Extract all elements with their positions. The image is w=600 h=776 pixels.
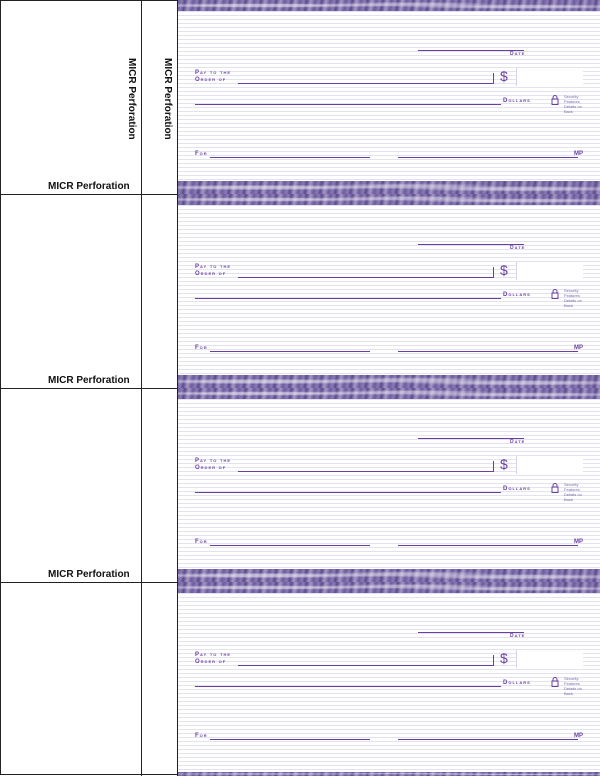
check-bottom-band (178, 772, 600, 776)
pay-to-label: Pay to the (195, 70, 232, 76)
mp-label: MP (574, 539, 583, 545)
dollar-sign: $ (500, 650, 508, 666)
payee-line-end (493, 461, 494, 472)
mp-label: MP (574, 733, 583, 739)
order-of-label: Order of (195, 271, 227, 277)
lock-icon (551, 483, 559, 493)
dollar-sign: $ (500, 456, 508, 472)
signature-line[interactable] (398, 739, 578, 740)
amount-words-line[interactable] (195, 686, 501, 687)
memo-line[interactable] (210, 739, 370, 740)
for-label: For (195, 151, 208, 157)
signature-line[interactable] (398, 545, 578, 546)
check-2: Date Pay to the Order of $ Dollars Secur… (178, 194, 600, 388)
check-4: Date Pay to the Order of $ Dollars Secur… (178, 582, 600, 776)
payee-line-end (493, 267, 494, 278)
date-label: Date (510, 439, 526, 445)
amount-words-line[interactable] (195, 298, 501, 299)
memo-line[interactable] (210, 351, 370, 352)
payee-line[interactable] (238, 471, 493, 472)
dollar-sign: $ (500, 262, 508, 278)
check-1: Date Pay to the Order of $ Dollars Secur… (178, 0, 600, 194)
date-line[interactable] (418, 244, 524, 245)
amount-words-line[interactable] (195, 492, 501, 493)
lock-icon (551, 95, 559, 105)
for-label: For (195, 539, 208, 545)
perforation-label-3: MICR Perforation (48, 569, 130, 580)
order-of-label: Order of (195, 465, 227, 471)
amount-words-line[interactable] (195, 104, 501, 105)
payee-line[interactable] (238, 277, 493, 278)
perforation-label-1: MICR Perforation (48, 181, 130, 192)
payee-line-end (493, 655, 494, 666)
amount-box[interactable] (516, 650, 583, 668)
check-top-band (178, 582, 600, 593)
amount-box[interactable] (516, 456, 583, 474)
mp-label: MP (574, 345, 583, 351)
security-features-note: Security Features Details on Back (564, 288, 582, 308)
order-of-label: Order of (195, 659, 227, 665)
date-label: Date (510, 245, 526, 251)
for-label: For (195, 733, 208, 739)
perforation-line-1 (0, 194, 178, 195)
security-features-note: Security Features Details on Back (564, 94, 582, 114)
check-bottom-band (178, 181, 600, 194)
for-label: For (195, 345, 208, 351)
dollar-sign: $ (500, 68, 508, 84)
security-features-note: Security Features Details on Back (564, 482, 582, 502)
order-of-label: Order of (195, 77, 227, 83)
check-3: Date Pay to the Order of $ Dollars Secur… (178, 388, 600, 582)
memo-line[interactable] (210, 157, 370, 158)
vertical-perforation-label-left: MICR Perforation (126, 58, 137, 140)
perforation-line-2 (0, 388, 178, 389)
check-top-band (178, 0, 600, 11)
dollars-label: Dollars (503, 292, 531, 298)
dollars-label: Dollars (503, 486, 531, 492)
lock-icon (551, 677, 559, 687)
pay-to-label: Pay to the (195, 264, 232, 270)
payee-line[interactable] (238, 83, 493, 84)
date-line[interactable] (418, 438, 524, 439)
pay-to-label: Pay to the (195, 458, 232, 464)
check-bottom-band (178, 569, 600, 582)
signature-line[interactable] (398, 157, 578, 158)
perforation-line-3 (0, 582, 178, 583)
dollars-label: Dollars (503, 98, 531, 104)
signature-line[interactable] (398, 351, 578, 352)
check-top-band (178, 194, 600, 205)
vertical-perforation-label-right: MICR Perforation (162, 58, 173, 140)
pay-to-label: Pay to the (195, 652, 232, 658)
security-features-note: Security Features Details on Back (564, 676, 582, 696)
date-line[interactable] (418, 50, 524, 51)
check-top-band (178, 388, 600, 399)
check-bottom-band (178, 375, 600, 388)
date-label: Date (510, 51, 526, 57)
lock-icon (551, 289, 559, 299)
perforation-label-2: MICR Perforation (48, 375, 130, 386)
payee-line-end (493, 73, 494, 84)
mp-label: MP (574, 151, 583, 157)
amount-box[interactable] (516, 68, 583, 86)
amount-box[interactable] (516, 262, 583, 280)
memo-line[interactable] (210, 545, 370, 546)
payee-line[interactable] (238, 665, 493, 666)
date-label: Date (510, 633, 526, 639)
date-line[interactable] (418, 632, 524, 633)
dollars-label: Dollars (503, 680, 531, 686)
